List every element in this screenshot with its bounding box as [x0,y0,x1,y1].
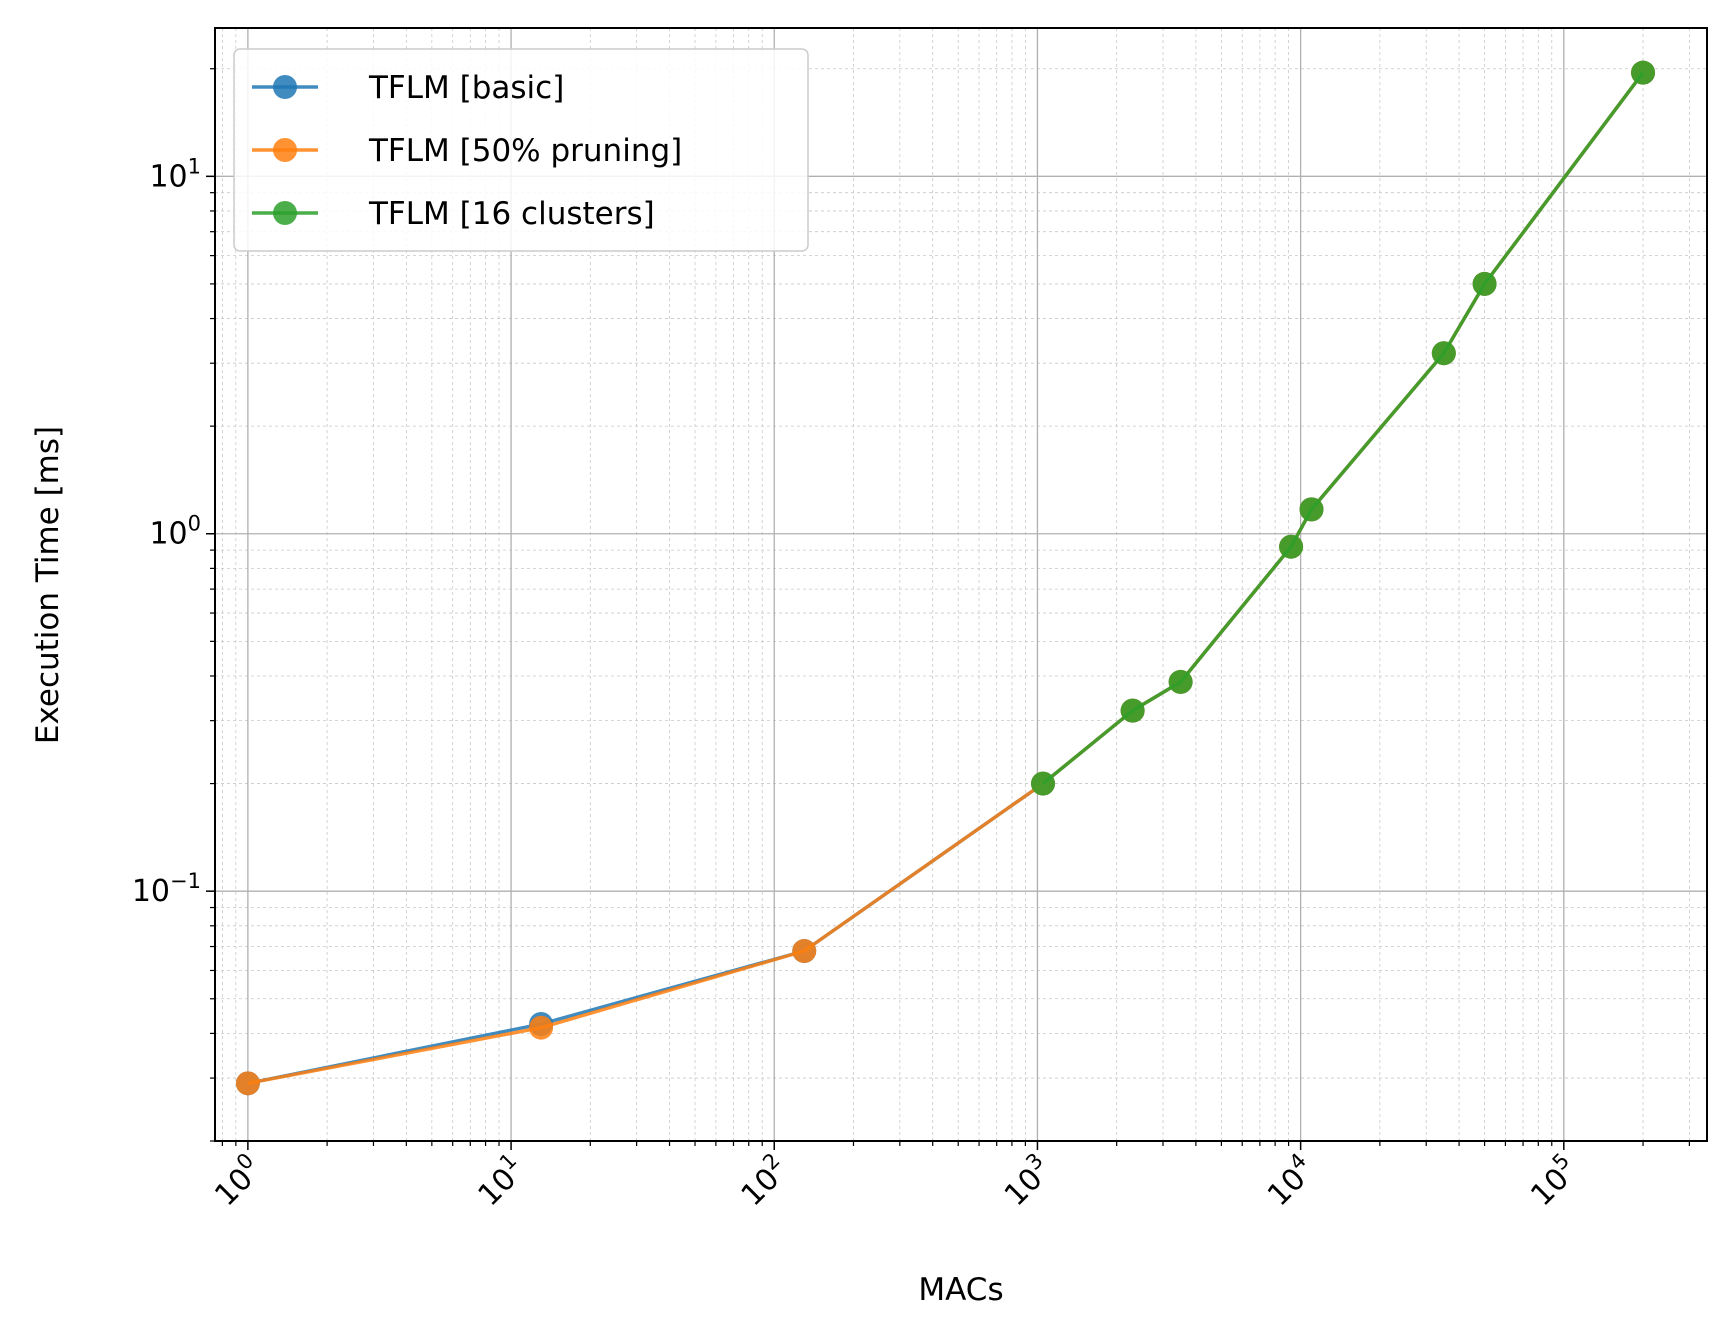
legend-marker [273,201,297,225]
legend: TFLM [basic] TFLM [50% pruning] TFLM [16 c… [233,48,809,252]
legend-item: TFLM [16 clusters] [252,196,655,232]
y-tick-label: 10−1 [132,869,201,909]
y-axis-ticks: 10−1 100 101 [132,68,215,1142]
data-point [1031,771,1056,796]
legend-marker [273,138,297,162]
data-point [1168,669,1193,694]
series-layer [235,60,1656,1096]
legend-box [233,48,809,252]
legend-label: TFLM [50% pruning] [368,133,682,169]
data-point [792,939,817,964]
data-point [1431,341,1456,366]
legend-label: TFLM [basic] [368,70,564,106]
data-point [1120,698,1145,723]
data-point [1279,534,1304,559]
data-point [1472,271,1497,296]
legend-item: TFLM [50% pruning] [252,133,682,169]
x-axis-label: MACs [918,1272,1003,1308]
data-point [1631,60,1656,85]
data-point [235,1071,260,1096]
data-point [529,1015,554,1040]
minor-grid [215,28,1707,1142]
data-point [1299,497,1324,522]
plot-frame [214,27,1708,1142]
y-tick-label: 100 [149,512,201,552]
legend-item: TFLM [basic] [252,70,564,106]
series-3 [1031,60,1656,796]
y-axis-label: Execution Time [ms] [30,426,66,744]
legend-label: TFLM [16 clusters] [368,196,655,232]
legend-marker [273,75,297,99]
y-tick-label: 101 [149,154,201,194]
